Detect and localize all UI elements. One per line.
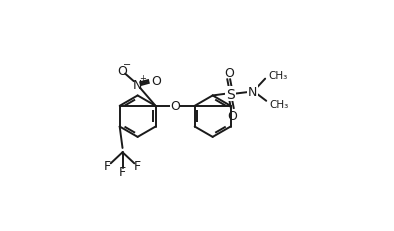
Text: F: F [119,166,126,179]
Text: O: O [227,109,237,122]
Text: S: S [226,87,235,101]
Text: N: N [132,79,142,91]
Text: −: − [123,60,131,70]
Text: CH₃: CH₃ [270,99,289,109]
Text: O: O [224,67,234,79]
Text: CH₃: CH₃ [269,71,288,81]
Text: F: F [134,160,141,173]
Text: O: O [170,100,180,113]
Text: O: O [117,65,127,78]
Text: O: O [151,75,161,88]
Text: +: + [139,74,146,83]
Text: N: N [248,86,257,99]
Text: F: F [104,160,111,173]
